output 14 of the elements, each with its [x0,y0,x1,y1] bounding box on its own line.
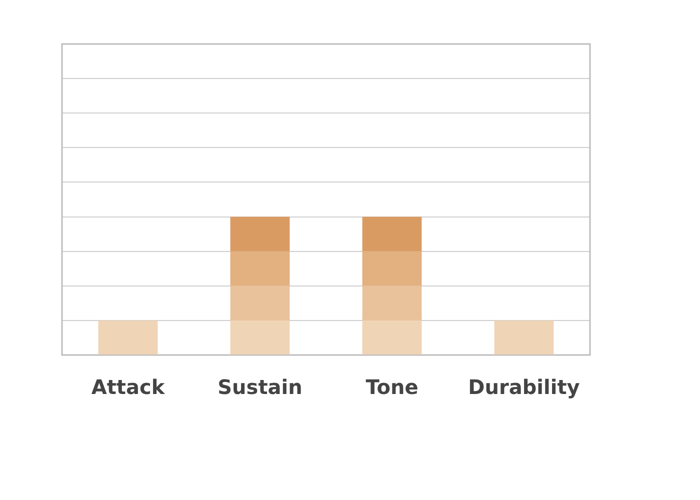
bar [230,216,290,252]
bar [98,320,158,354]
x-tick-label: Durability [468,375,580,400]
bar [362,216,422,252]
bar [230,320,290,354]
x-tick-label: Attack [91,375,166,400]
x-tick-label: Tone [366,375,418,400]
bar [362,251,422,286]
x-tick-label: Sustain [218,375,302,400]
bar [362,320,422,354]
bar [362,286,422,320]
bar [494,320,554,354]
bar [230,286,290,320]
bar [230,251,290,286]
